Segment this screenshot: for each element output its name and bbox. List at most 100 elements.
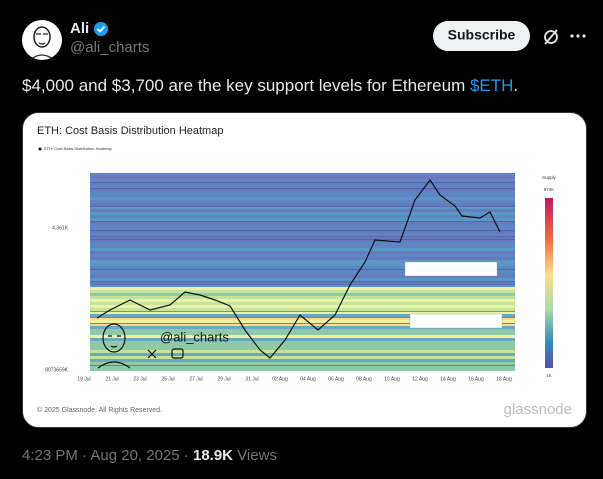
heat-stripe (90, 347, 515, 350)
x-label: 21 Jul (105, 376, 118, 382)
author-name[interactable]: Ali (70, 20, 89, 37)
heat-stripe (90, 260, 515, 263)
heat-stripe (90, 209, 515, 212)
heat-stripe (90, 197, 515, 200)
heat-stripe (90, 353, 515, 356)
heat-stripe (90, 368, 515, 371)
heat-stripe (90, 236, 515, 237)
legend-dot (38, 147, 42, 151)
heatmap (90, 173, 515, 371)
price-line (96, 178, 501, 359)
x-label: 08 Aug (356, 376, 372, 382)
text: . (513, 76, 519, 95)
more-icon[interactable] (570, 34, 586, 38)
heat-stripe (90, 323, 515, 326)
heat-stripe (90, 251, 515, 254)
heat-stripe (90, 212, 515, 215)
heat-stripe (90, 194, 515, 197)
media[interactable]: ETH: Cost Basis Distribution Heatmap ETH… (22, 112, 587, 428)
verified-badge (94, 22, 108, 36)
tweet-text: $4,000 and $3,700 are the key support le… (22, 76, 518, 96)
text: $4,000 and $3,700 are the key support le… (22, 76, 470, 95)
heat-stripe (90, 284, 515, 285)
heat-stripe (90, 308, 515, 311)
heat-stripe (90, 200, 515, 203)
subscribe-button[interactable] (433, 21, 530, 51)
heat-stripe (90, 191, 515, 194)
heat-stripe (90, 221, 515, 222)
x-label: 12 Aug (412, 376, 428, 382)
heat-stripe (90, 254, 515, 257)
cashtag[interactable]: $ETH (469, 76, 514, 95)
heat-stripe (90, 341, 515, 344)
heat-stripe (90, 221, 515, 224)
grok-icon[interactable] (544, 29, 558, 45)
heat-stripe (90, 317, 515, 320)
heat-stripe (90, 269, 515, 272)
heat-stripe (90, 173, 515, 176)
x-label: 29 Jul (217, 376, 230, 382)
heat-stripe (90, 359, 515, 362)
brand: glassnode (504, 401, 572, 418)
heat-stripe (90, 179, 515, 182)
x-label: 23 Jul (133, 376, 146, 382)
views-label: Views (237, 447, 277, 464)
heat-stripe (90, 311, 515, 312)
heat-stripe (90, 302, 515, 305)
heat-stripe (90, 272, 515, 275)
heat-stripe (90, 284, 515, 287)
heat-stripe (90, 305, 515, 308)
heat-stripe (90, 344, 515, 347)
heat-stripe (90, 314, 515, 317)
colorbar-max: 874K (544, 187, 555, 192)
x-label: 10 Aug (384, 376, 400, 382)
x-label: 06 Aug (328, 376, 344, 382)
heat-stripe (90, 257, 515, 260)
heat-stripe (90, 239, 515, 242)
colorbar-min: 1K (546, 373, 552, 378)
heat-stripe (90, 326, 515, 329)
date[interactable]: Aug 20, 2025 (90, 447, 179, 464)
heat-stripe (90, 185, 515, 188)
x-label: 16 Aug (468, 376, 484, 382)
tooltip (404, 261, 503, 329)
copyright: © 2025 Glassnode. All Rights Reserved. (37, 406, 162, 414)
heat-stripe (90, 338, 515, 341)
heat-stripe (90, 224, 515, 227)
heat-stripe (90, 332, 515, 335)
views-count: 18.9K (193, 447, 233, 464)
heat-stripe (90, 215, 515, 218)
heat-stripe (90, 323, 515, 324)
heat-stripe (90, 263, 515, 266)
heat-stripe (90, 320, 515, 323)
heat-stripe (90, 182, 515, 185)
heat-stripe (90, 329, 515, 332)
y-label: 4.361K (52, 225, 69, 231)
avatar[interactable] (22, 20, 62, 61)
footer: 4:23 PM · Aug 20, 2025 · 18.9K Views (22, 447, 277, 464)
author-handle[interactable]: @ali_charts (70, 39, 149, 56)
heat-stripe (90, 266, 515, 269)
heat-stripe (90, 230, 515, 231)
subscribe-label[interactable]: Subscribe (448, 27, 516, 43)
time[interactable]: 4:23 PM (22, 447, 78, 464)
heat-stripe (90, 350, 515, 353)
watermark: @ali_charts (160, 329, 229, 344)
heat-stripe (90, 233, 515, 236)
heat-stripe (90, 311, 515, 314)
heat-stripe (90, 356, 515, 359)
heat-stripe (90, 278, 515, 281)
heat-stripe (90, 218, 515, 221)
heat-stripe (90, 365, 515, 366)
heat-stripe (90, 188, 515, 189)
legend: ETH: Cost Basis Distribution Heatmap (44, 146, 113, 151)
heat-stripe (90, 281, 515, 284)
y-label: 8073659K (45, 367, 68, 373)
heat-stripe (90, 281, 515, 282)
heat-stripe (90, 275, 515, 278)
heat-stripe (90, 293, 515, 296)
x-label: 27 Jul (189, 376, 202, 382)
heat-stripe (90, 203, 515, 206)
heat-stripe (90, 365, 515, 368)
